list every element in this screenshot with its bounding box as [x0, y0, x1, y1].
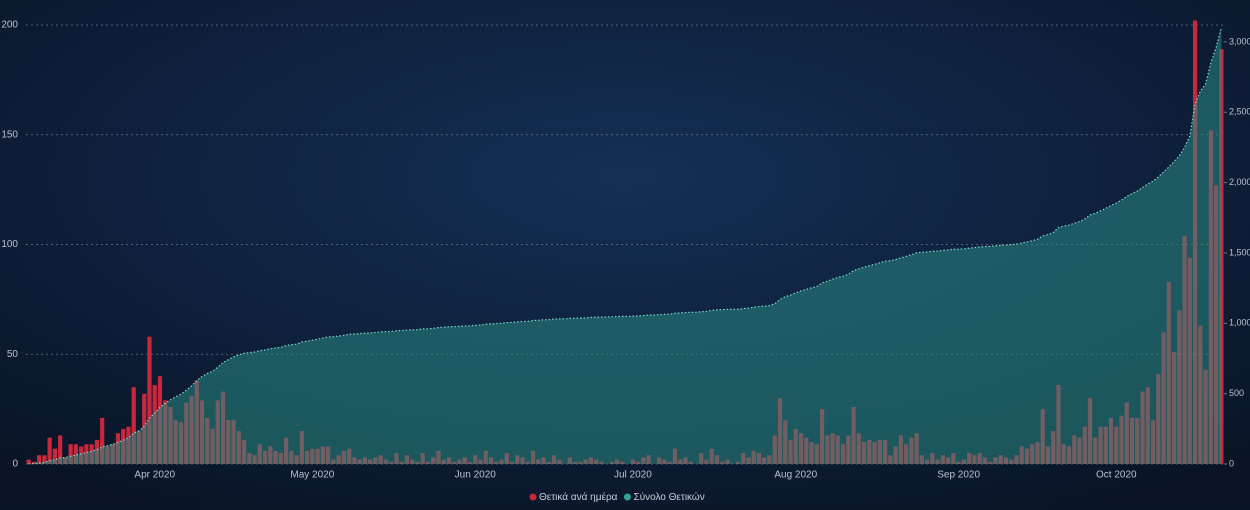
- y-tick-label: 50: [7, 349, 19, 360]
- legend-label: Θετικά ανά ημέρα: [539, 491, 618, 503]
- bar: [100, 417, 105, 464]
- x-tick-label: Sep 2020: [937, 470, 980, 481]
- bar: [131, 387, 136, 464]
- bar: [31, 461, 36, 464]
- y2-tick-label: 2,000: [1229, 177, 1250, 187]
- x-tick-label: Aug 2020: [774, 470, 817, 481]
- legend-label: Σύνολο Θετικών: [633, 491, 704, 503]
- bar: [42, 455, 47, 464]
- x-tick-label: Jul 2020: [614, 470, 652, 481]
- legend-marker: [623, 493, 631, 501]
- bar: [47, 437, 52, 464]
- area-fill: [28, 27, 1222, 465]
- y2-tick-label: 1,500: [1229, 247, 1250, 257]
- y-tick-label: 150: [1, 129, 18, 140]
- x-tick-label: Apr 2020: [134, 470, 175, 481]
- bar: [26, 459, 31, 464]
- bar: [37, 455, 42, 464]
- legend: Θετικά ανά ημέρα Σύνολο Θετικών: [529, 491, 705, 503]
- x-tick-label: Jun 2020: [455, 470, 497, 481]
- bar: [1219, 49, 1224, 465]
- y2-tick-label: 500: [1229, 388, 1244, 398]
- bar: [147, 336, 152, 464]
- bar: [73, 444, 79, 464]
- axes: 0 50 100 150 200 0 500 1,000 1,500 2,000 2,500 3,00…: [1, 20, 1250, 481]
- bar: [52, 448, 58, 464]
- area-layer: [28, 27, 1222, 465]
- y-tick-label: 100: [1, 239, 18, 250]
- bar: [58, 435, 63, 464]
- y2-tick-label: 3,000: [1229, 36, 1250, 46]
- x-tick-label: May 2020: [290, 470, 334, 481]
- bar: [68, 444, 73, 464]
- y2-tick-label: 0: [1229, 458, 1234, 468]
- y-tick-label: 200: [1, 20, 18, 31]
- x-tick-label: Oct 2020: [1096, 470, 1137, 481]
- y-tick-label: 0: [12, 459, 18, 470]
- y2-tick-label: 1,000: [1229, 318, 1250, 328]
- legend-marker: [529, 493, 537, 501]
- area-line: [28, 27, 1222, 465]
- y2-tick-label: 2,500: [1229, 107, 1250, 117]
